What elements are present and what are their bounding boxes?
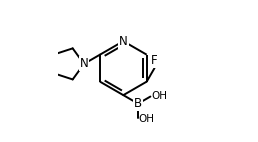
Text: OH: OH [139,114,155,124]
Text: B: B [134,97,142,110]
Text: F: F [151,54,158,67]
Text: N: N [119,35,128,48]
Text: N: N [79,57,88,70]
Text: OH: OH [151,91,167,101]
